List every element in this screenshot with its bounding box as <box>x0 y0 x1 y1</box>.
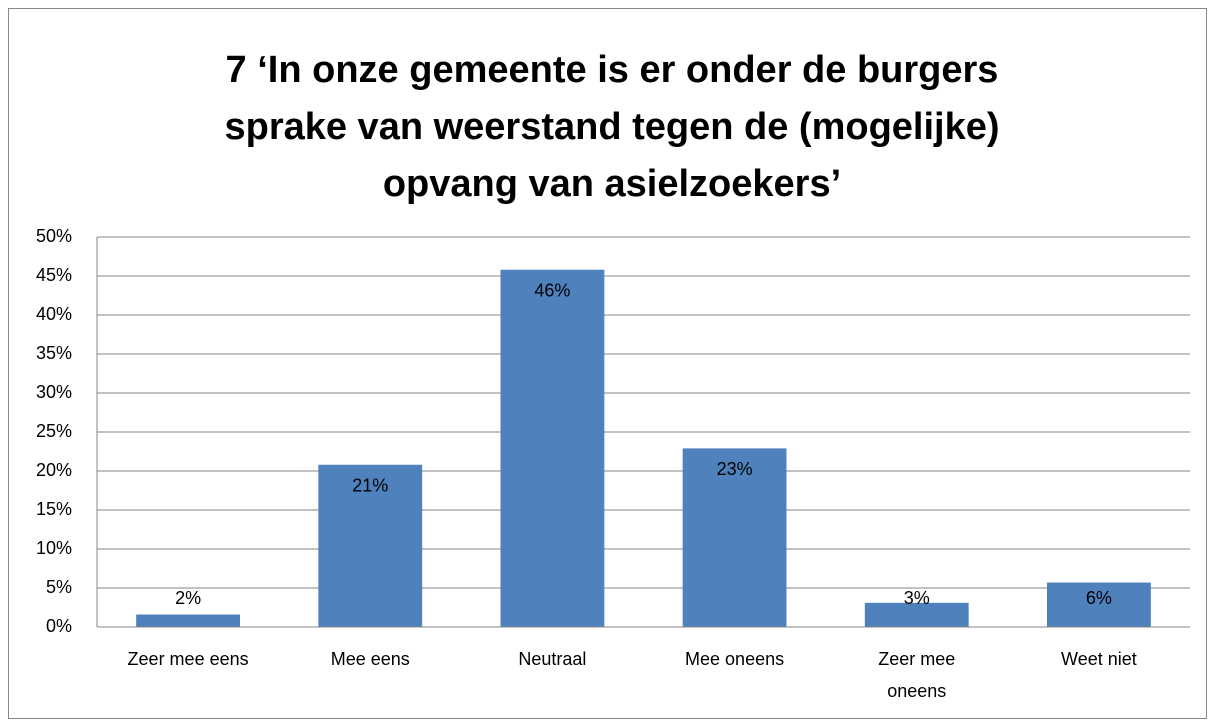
chart-title: 7 ‘In onze gemeente is er onder de burge… <box>226 49 999 91</box>
y-tick-label: 15% <box>36 499 72 519</box>
bar <box>682 448 787 627</box>
chart-title: sprake van weerstand tegen de (mogelijke… <box>224 106 999 148</box>
value-label: 21% <box>352 476 388 496</box>
y-tick-label: 20% <box>36 460 72 480</box>
x-tick-label: Zeer mee eens <box>128 649 249 669</box>
value-label: 6% <box>1086 588 1112 608</box>
bar <box>864 602 969 627</box>
y-tick-label: 5% <box>46 577 72 597</box>
chart-title: opvang van asielzoekers’ <box>383 163 841 205</box>
y-tick-label: 50% <box>36 226 72 246</box>
y-tick-label: 40% <box>36 304 72 324</box>
value-label: 3% <box>904 588 930 608</box>
y-tick-label: 10% <box>36 538 72 558</box>
y-tick-label: 0% <box>46 616 72 636</box>
value-label: 2% <box>175 588 201 608</box>
y-tick-label: 45% <box>36 265 72 285</box>
x-tick-label: Neutraal <box>518 649 586 669</box>
bar <box>318 464 423 627</box>
y-tick-label: 30% <box>36 382 72 402</box>
y-tick-label: 35% <box>36 343 72 363</box>
value-label: 23% <box>717 459 753 479</box>
value-label: 46% <box>534 281 570 301</box>
chart-border <box>8 8 1207 719</box>
bar <box>136 614 241 627</box>
x-tick-label: Zeer mee oneens <box>878 649 955 701</box>
x-tick-label: Mee eens <box>331 649 410 669</box>
x-tick-label: Mee oneens <box>685 649 784 669</box>
y-tick-label: 25% <box>36 421 72 441</box>
x-tick-label: Weet niet <box>1061 649 1137 669</box>
bar <box>500 269 605 627</box>
bar <box>1046 582 1151 627</box>
